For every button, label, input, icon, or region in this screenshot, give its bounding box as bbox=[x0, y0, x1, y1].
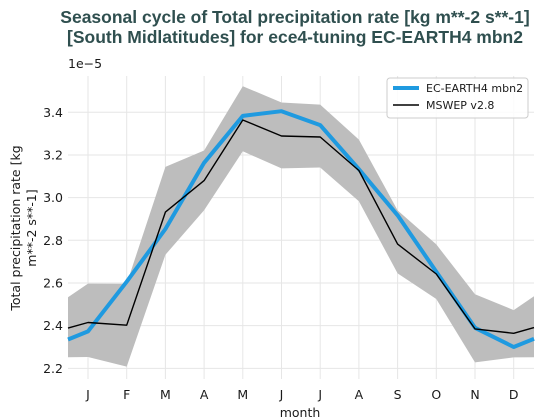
x-tick-label: J bbox=[317, 387, 322, 402]
x-tick-label: D bbox=[509, 387, 519, 402]
x-tick-label: A bbox=[200, 387, 209, 402]
x-tick-label: N bbox=[470, 387, 479, 402]
x-tick-label: M bbox=[237, 387, 248, 402]
series-line-mswep-v2-8 bbox=[67, 119, 535, 334]
x-tick-label: J bbox=[85, 387, 90, 402]
x-axis-label: month bbox=[280, 405, 321, 420]
legend: EC-EARTH4 mbn2 MSWEP v2.8 bbox=[386, 77, 529, 119]
y-tick-label: 2.2 bbox=[43, 361, 63, 376]
y-axis-multiplier: 1e−5 bbox=[68, 56, 102, 71]
y-axis-label-line1: Total precipitation rate [kg bbox=[8, 145, 23, 311]
chart-title-line2: [South Midlatitudes] for ece4-tuning EC-… bbox=[67, 27, 523, 47]
y-tick-label: 2.4 bbox=[43, 318, 63, 333]
x-tick-label: J bbox=[279, 387, 284, 402]
y-tick-label: 2.6 bbox=[43, 275, 63, 290]
x-tick-label: A bbox=[355, 387, 364, 402]
y-tick-label: 2.8 bbox=[43, 233, 63, 248]
spread-band bbox=[68, 86, 534, 367]
chart-title-line1: Seasonal cycle of Total precipitation ra… bbox=[60, 7, 529, 27]
x-tick-label: O bbox=[431, 387, 441, 402]
y-tick-label: 3.2 bbox=[43, 147, 63, 162]
legend-label-mswep-v2-8: MSWEP v2.8 bbox=[426, 99, 494, 112]
legend-label-ec-earth4-mbn2: EC-EARTH4 mbn2 bbox=[426, 82, 523, 95]
y-tick-label: 3.0 bbox=[43, 190, 63, 205]
x-tick-label: S bbox=[394, 387, 402, 402]
y-tick-labels: 2.2 2.4 2.6 2.8 3.0 3.2 3.4 bbox=[43, 105, 63, 376]
x-tick-label: M bbox=[160, 387, 171, 402]
series-line-ec-earth4-mbn2 bbox=[67, 109, 535, 349]
legend-box bbox=[386, 77, 529, 119]
y-tick-label: 3.4 bbox=[43, 105, 63, 120]
x-tick-label: F bbox=[123, 387, 130, 402]
y-axis-label-line2: m**-2 s**-1] bbox=[24, 189, 39, 266]
